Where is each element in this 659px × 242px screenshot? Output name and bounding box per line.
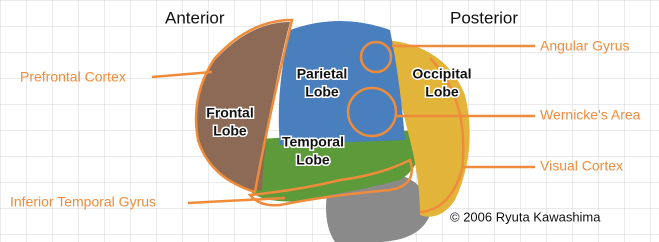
callout-label: Prefrontal Cortex	[20, 69, 126, 85]
lobe-label: Lobe	[213, 123, 247, 139]
lobe-label: Temporal	[282, 134, 344, 150]
lobe-label: Frontal	[206, 105, 253, 121]
orientation-label: Posterior	[450, 8, 518, 27]
parietal-region	[279, 21, 405, 145]
credit: © 2006 Ryuta Kawashima	[450, 209, 601, 224]
callout-label: Wernicke's Area	[540, 107, 641, 123]
brain-diagram: Anterior Posterior Prefrontal Cortex Ang…	[0, 0, 659, 242]
callout-label: Angular Gyrus	[540, 38, 629, 54]
lobe-label: Lobe	[425, 84, 459, 100]
lobe-label: Occipital	[412, 66, 471, 82]
orientation-label: Anterior	[165, 8, 225, 27]
lobe-label: Lobe	[296, 152, 330, 168]
lobe-label: Parietal	[297, 66, 348, 82]
callout-label: Visual Cortex	[540, 158, 623, 174]
callout-label: Inferior Temporal Gyrus	[10, 194, 156, 210]
lobe-label: Lobe	[305, 84, 339, 100]
